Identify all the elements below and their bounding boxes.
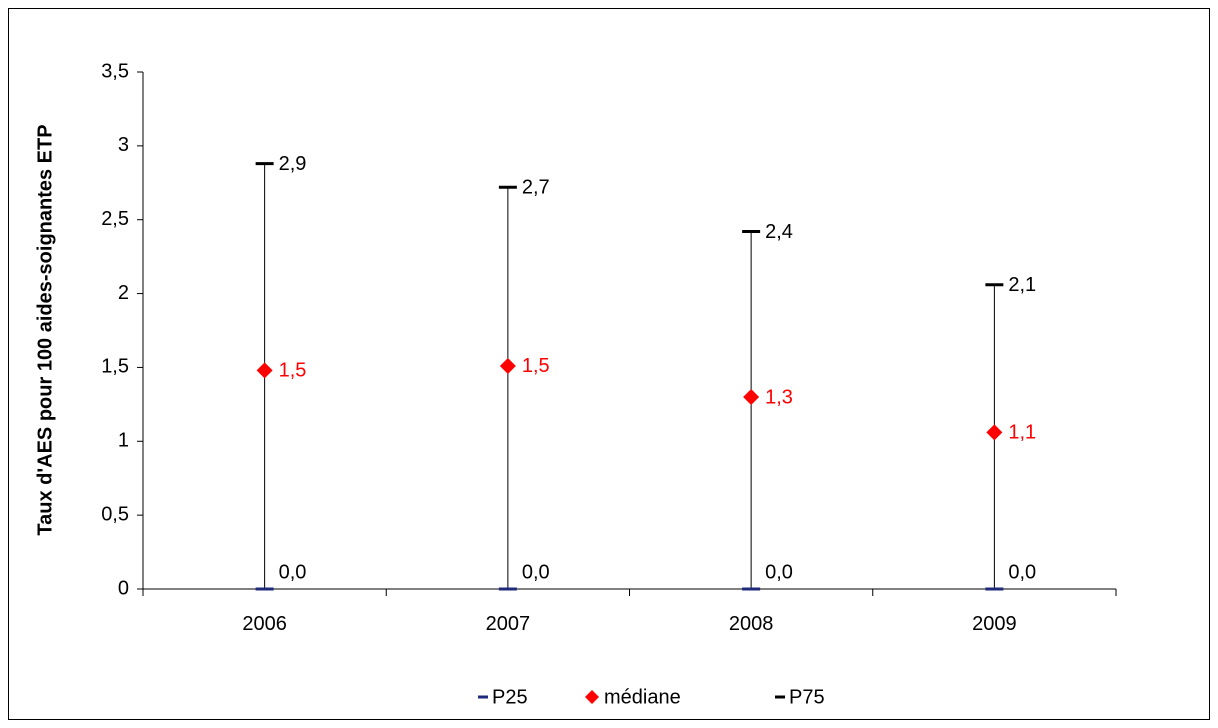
median-marker — [986, 424, 1003, 441]
p75-label: 2,7 — [522, 176, 550, 198]
median-label: 1,1 — [1008, 422, 1036, 444]
y-tick-label: 0 — [118, 577, 129, 599]
median-marker — [256, 362, 273, 379]
y-tick-label: 2,5 — [101, 208, 129, 230]
p75-label: 2,9 — [279, 153, 307, 175]
median-marker — [499, 357, 516, 374]
x-tick-label: 2009 — [972, 613, 1017, 635]
y-axis-label: Taux d'AES pour 100 aides-soignantes ETP — [34, 124, 56, 535]
range-lines — [264, 163, 995, 589]
y-tick-label: 1 — [118, 430, 129, 452]
y-tick-label: 0,5 — [101, 503, 129, 525]
legend-p75: P75 — [775, 686, 825, 708]
legend-p25: P25 — [478, 686, 528, 708]
legend-label: médiane — [604, 686, 681, 708]
chart-marks — [255, 162, 1004, 591]
x-ticks: 2006 2007 2008 2009 — [142, 589, 1117, 635]
x-tick-label: 2006 — [242, 613, 287, 635]
legend: P25 médiane P75 — [478, 686, 825, 708]
y-tick-label: 2 — [118, 282, 129, 304]
p75-label: 2,1 — [1008, 274, 1036, 296]
p75-label: 2,4 — [765, 221, 793, 243]
data-labels: 0,0 0,0 0,0 0,0 1,5 1,5 1,3 1,1 2,9 2,7 2,4 2,1 — [279, 153, 1037, 583]
y-tick-label: 3,5 — [101, 60, 129, 82]
y-ticks: 0 0,5 1 1,5 2 2,5 3 3,5 — [101, 60, 143, 599]
x-tick-label: 2007 — [486, 613, 531, 635]
axes — [142, 72, 1116, 590]
median-label: 1,5 — [522, 355, 550, 377]
p25-label: 0,0 — [765, 561, 793, 583]
p25-label: 0,0 — [279, 561, 307, 583]
median-label: 1,3 — [765, 386, 793, 408]
median-marker — [743, 388, 760, 405]
legend-diamond-icon — [585, 690, 599, 704]
y-tick-label: 1,5 — [101, 356, 129, 378]
legend-label: P25 — [492, 686, 528, 708]
median-label: 1,5 — [279, 360, 307, 382]
legend-mediane: médiane — [585, 686, 681, 708]
p25-label: 0,0 — [522, 561, 550, 583]
legend-label: P75 — [789, 686, 825, 708]
x-tick-label: 2008 — [729, 613, 774, 635]
y-tick-label: 3 — [118, 134, 129, 156]
chart-frame — [8, 8, 1210, 720]
p25-label: 0,0 — [1008, 561, 1036, 583]
